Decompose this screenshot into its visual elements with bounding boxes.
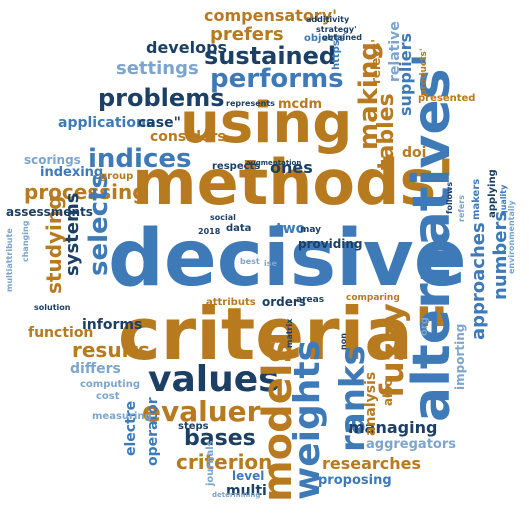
word-prefers: prefers	[210, 24, 284, 45]
word-determining: determining	[212, 491, 261, 499]
word-performs: performs	[210, 64, 344, 94]
word-2018: 2018	[198, 227, 221, 236]
word-augmentation: augmentation	[246, 159, 302, 167]
word-electre: electre	[123, 400, 139, 456]
word-multiattribute: multiattribute	[5, 228, 14, 292]
word-applying: applying	[487, 169, 498, 218]
word-relevs: relevs'	[369, 39, 383, 84]
word-function: function	[28, 325, 94, 341]
word-problems: problems	[98, 84, 225, 112]
word-aggregators: aggregators	[366, 437, 456, 452]
word-changing: changing	[21, 220, 30, 262]
word-criteria: criteria"	[118, 292, 451, 376]
word-solution: solution	[34, 303, 71, 312]
word-providing: providing	[298, 237, 363, 251]
word-objects: objects	[304, 33, 345, 44]
word-measuring: measuring	[92, 411, 152, 422]
word-applications: applications	[58, 115, 155, 131]
word-indices: indices	[88, 144, 192, 174]
word-using: using	[180, 91, 353, 156]
word-operator: operator	[145, 397, 161, 466]
word-products: products'	[419, 48, 429, 96]
word-attributs: attributs	[206, 297, 256, 308]
word-ise: ise	[264, 259, 277, 268]
word-orders: orders	[262, 295, 306, 309]
word-matrix: matrix	[285, 318, 294, 348]
word-evaluer: evaluer	[142, 395, 261, 428]
word-selects: selects	[84, 173, 114, 276]
word-informs: informs	[82, 317, 143, 333]
word-data: data	[226, 223, 252, 234]
word-environmentally: environmentally	[507, 200, 516, 274]
word-indexing: indexing	[40, 165, 104, 180]
word-follows: follows	[445, 181, 454, 214]
word-suppliers: suppliers	[396, 32, 415, 116]
word-comparing: comparing	[346, 293, 400, 303]
word-bases: bases	[184, 426, 256, 451]
word-computing: computing	[80, 379, 140, 390]
word-best: best	[240, 257, 260, 266]
word-group: group	[100, 171, 134, 182]
word-compensatory: compensatory'	[204, 6, 338, 25]
word-importing: importing	[453, 323, 467, 390]
word-journals: journals	[205, 440, 216, 486]
word-assessments: assessments	[6, 205, 93, 219]
word-settings: settings	[116, 58, 199, 79]
word-doi: doi	[402, 145, 427, 161]
word-analysis: analysis	[363, 371, 379, 436]
word-processing: processing	[24, 180, 147, 204]
word-researches: researches	[322, 454, 422, 473]
word-social: social	[210, 213, 236, 222]
word-areas: areas	[296, 295, 325, 305]
word-mcdm: mcdm	[278, 97, 323, 112]
word-strategy: strategy'	[316, 25, 357, 34]
word-org: org	[419, 317, 430, 336]
word-non: non	[339, 333, 348, 350]
word-steps: steps	[178, 421, 209, 432]
word-develops: develops	[146, 38, 228, 57]
word-https: https	[331, 40, 342, 70]
word-ones: ones	[270, 158, 313, 177]
word-approaches: approaches	[468, 222, 489, 340]
word-additivity: additivity	[306, 15, 350, 24]
word-decisive: decisive	[108, 214, 467, 304]
word-values: values	[148, 359, 280, 400]
word-presented: presented	[418, 93, 476, 104]
word-respects: respects	[212, 161, 261, 172]
word-multi: multi	[226, 483, 267, 499]
word-scorings: scorings	[24, 153, 81, 167]
word-cost: cost	[96, 391, 120, 402]
word-also: also	[381, 378, 395, 406]
word-results: results	[72, 338, 150, 362]
word-refers: refers	[457, 195, 466, 222]
word-represents: represents	[226, 99, 275, 108]
word-obtained: obtained	[322, 33, 363, 42]
word-criterion: criterion	[176, 450, 273, 474]
word-methods: methods'	[132, 146, 456, 219]
word-considers: considers	[150, 129, 226, 145]
word-two: two	[276, 221, 306, 237]
word-proposing: proposing	[318, 473, 392, 488]
word-sustained: sustained	[204, 42, 337, 70]
word-tables: tables	[374, 93, 399, 170]
word-differs: differs	[70, 361, 121, 377]
word-case: case"	[138, 115, 181, 131]
word-may: may	[300, 225, 322, 235]
word-level: level	[232, 469, 265, 483]
word-managing: managing	[348, 418, 438, 437]
word-makers: makers	[471, 178, 482, 220]
